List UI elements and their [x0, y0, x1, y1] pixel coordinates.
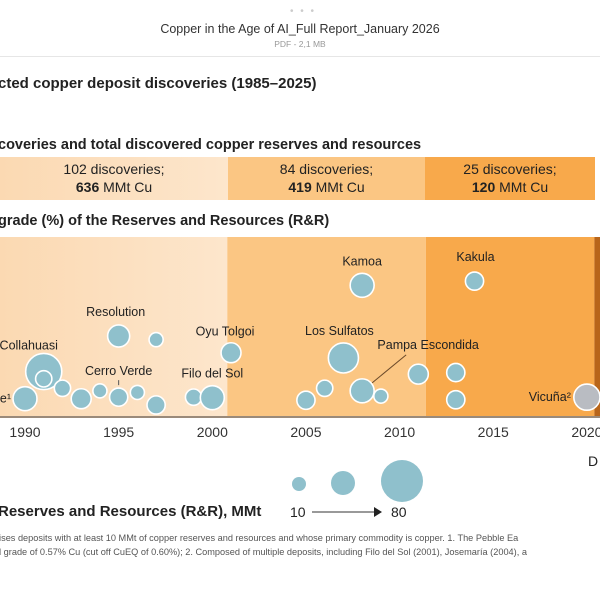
bubble [296, 390, 316, 411]
partial-label: D [588, 453, 599, 469]
bubble-chart: 1990 1995 2000 2005 2010 2015 2020 e¹ Collahuasi… [0, 237, 600, 440]
period-rr-unit: MMt Cu [311, 179, 365, 195]
period-band-1: 102 discoveries; 636 MMt Cu [0, 157, 228, 200]
bubble-label: Vicuña² [529, 390, 571, 404]
legend-min: 10 [290, 504, 306, 520]
period-rr-unit: MMt Cu [99, 179, 153, 195]
document-meta: PDF - 2,1 MB [274, 39, 326, 49]
period-rr-value: 120 [471, 179, 496, 195]
footnote-1: rises deposits with at least 10 MMt of c… [0, 533, 519, 543]
bubble-pampa-escondida [349, 378, 375, 404]
bubble-label: Pampa Escondida [377, 338, 479, 352]
chart-heading: grade (%) of the Reserves and Resources … [0, 213, 330, 229]
section-heading: coveries and total discovered copper res… [0, 137, 422, 153]
period-rr-value: 419 [288, 179, 312, 195]
bubble-label: Cerro Verde [85, 364, 152, 378]
bubble [184, 388, 203, 407]
more-options-icon[interactable]: • • • [290, 6, 317, 17]
x-tick-label: 2005 [290, 424, 321, 440]
bubble-label: Kamoa [342, 254, 382, 268]
page-heading: cted copper deposit discoveries (1985–20… [0, 75, 317, 92]
footnote-2: d grade of 0.57% Cu (cut off CuEQ of 0.6… [0, 547, 527, 557]
bubble-label: Collahuasi [0, 339, 58, 353]
legend-bubble-large [381, 460, 423, 502]
bubble-oyu-tolgoi [220, 341, 242, 364]
x-tick-label: 1990 [9, 424, 40, 440]
bubble-label: Resolution [86, 305, 145, 319]
bubble-cerro-verde [108, 387, 129, 408]
bubble [373, 388, 389, 404]
bubble-label: Kakula [456, 250, 494, 264]
leader-line [371, 354, 407, 384]
period-count: 25 discoveries; [463, 161, 557, 177]
legend-bubble-small [292, 477, 306, 491]
period-rr-value: 636 [75, 179, 100, 195]
bubble-resolution [106, 324, 131, 348]
legend-arrow-head [374, 507, 382, 517]
period-band-3: 25 discoveries; 120 MMt Cu [425, 157, 595, 200]
bubble-vicu-a- [573, 383, 600, 412]
bubble-kakula [464, 271, 485, 292]
bubble-kamoa [349, 272, 375, 299]
bubble-label: Oyu Tolgoi [196, 325, 255, 339]
period-rr-unit: MMt Cu [495, 179, 549, 195]
bubble [445, 362, 466, 383]
period-background-3 [425, 237, 595, 417]
x-tick-label: 2020 [571, 424, 600, 440]
x-tick-label: 2000 [197, 424, 228, 440]
bubble [92, 383, 108, 399]
x-tick-label: 2010 [384, 424, 415, 440]
bubble-label: Los Sulfatos [305, 324, 374, 338]
bubble [407, 363, 430, 385]
bubble-label: e¹ [0, 392, 11, 406]
bubble [315, 379, 334, 398]
bubble [70, 387, 92, 410]
bubble-e- [12, 385, 38, 412]
bubble [146, 395, 167, 415]
period-count: 84 discoveries; [279, 161, 374, 177]
bubble-label: Filo del Sol [181, 367, 243, 381]
x-tick-label: 1995 [103, 424, 134, 440]
bubble [34, 369, 53, 388]
document-title: Copper in the Age of AI_Full Report_Janu… [160, 22, 440, 36]
x-tick-label: 2015 [478, 424, 509, 440]
period-band-2: 84 discoveries; 419 MMt Cu [228, 157, 425, 200]
size-legend [292, 460, 423, 517]
bubble [148, 331, 164, 348]
period-count: 102 discoveries; [63, 161, 165, 177]
legend-bubble-medium [331, 471, 355, 495]
period-background-4 [594, 237, 600, 417]
header-divider [0, 56, 600, 57]
bubble [129, 384, 146, 401]
legend-max: 80 [391, 504, 407, 520]
bubble [53, 379, 72, 398]
legend-title: Reserves and Resources (R&R), MMt [0, 503, 262, 520]
bubble [445, 389, 466, 410]
bubble-filo-del-sol [199, 384, 226, 411]
bubble-los-sulfatos [327, 342, 360, 374]
